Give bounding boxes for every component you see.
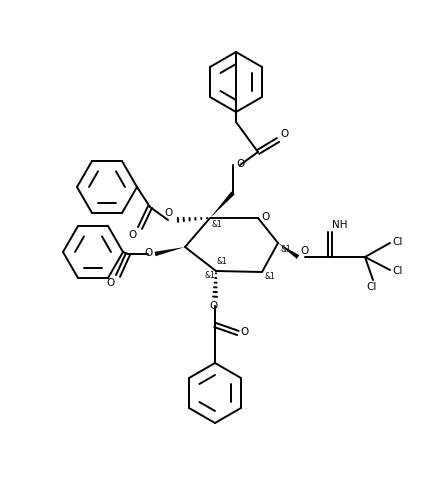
Text: &1: &1 [265, 272, 276, 281]
Polygon shape [210, 191, 235, 218]
Polygon shape [155, 247, 185, 256]
Text: O: O [165, 208, 173, 218]
Text: O: O [129, 230, 137, 240]
Text: O: O [240, 327, 248, 337]
Text: O: O [280, 129, 288, 139]
Text: Cl: Cl [392, 237, 402, 247]
Text: &1: &1 [212, 220, 223, 229]
Text: Cl: Cl [367, 282, 377, 292]
Text: O: O [210, 301, 218, 311]
Text: &1: &1 [281, 245, 292, 254]
Text: O: O [107, 278, 115, 288]
Polygon shape [278, 243, 299, 259]
Text: O: O [261, 212, 269, 222]
Text: O: O [145, 248, 153, 258]
Text: NH: NH [332, 220, 348, 230]
Text: &1: &1 [217, 257, 228, 266]
Text: O: O [236, 159, 244, 169]
Text: &1: &1 [204, 271, 215, 280]
Text: Cl: Cl [392, 266, 402, 276]
Text: O: O [300, 246, 308, 256]
